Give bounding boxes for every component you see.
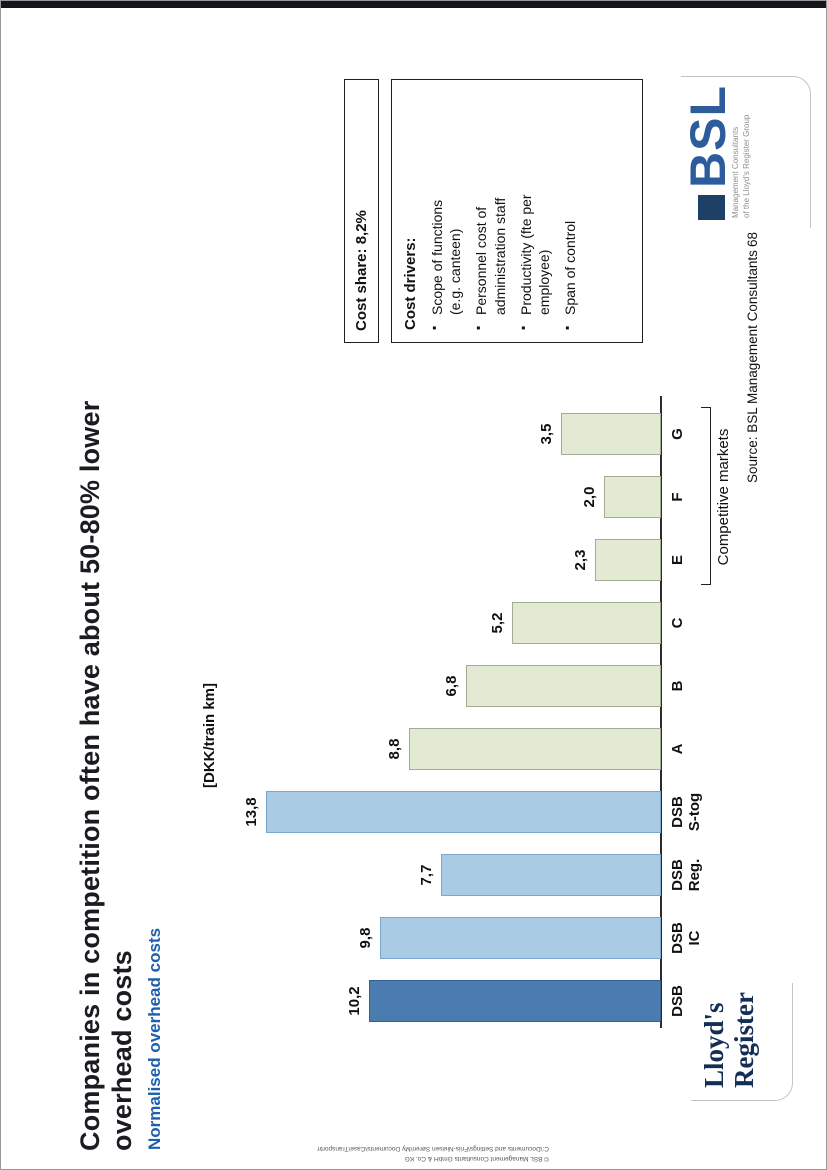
competitive-markets-bracket xyxy=(701,407,711,585)
footer-file-path: © BSL Management Consultants GmbH & Co. … xyxy=(317,1142,549,1163)
bar-value-label: 8,8 xyxy=(386,738,403,760)
bar xyxy=(369,980,661,1022)
bar xyxy=(561,413,661,455)
cost-drivers-list: Scope of functions (e.g. canteen) Person… xyxy=(428,92,579,330)
bar-value-label: 6,8 xyxy=(443,675,460,697)
bar xyxy=(380,917,661,959)
bar xyxy=(604,476,661,518)
bar xyxy=(441,854,661,896)
cost-share-box: Cost share: 8,2% xyxy=(344,79,379,343)
bar-category-label: F xyxy=(669,492,686,502)
bar-category-label: G xyxy=(669,428,686,440)
lloyds-logo-line: Lloyd's xyxy=(699,1002,729,1088)
bar-value-label: 2,3 xyxy=(572,549,589,571)
competitive-markets-label: Competitive markets xyxy=(715,428,732,566)
bsl-logo-subline: of the Lloyd's Register Group xyxy=(742,114,752,218)
footer-path-line: C:\Documents and Settings\Friis-Nielsen … xyxy=(317,1144,549,1152)
cost-driver-item: Span of control xyxy=(561,92,579,330)
bar xyxy=(409,728,661,770)
page-number: 68 xyxy=(745,231,760,247)
lloyds-register-logo: Lloyd's Register xyxy=(691,983,793,1101)
bar-category-label: DSB xyxy=(669,985,686,1017)
bar-value-label: 2,0 xyxy=(581,486,598,508)
bsl-logo-row: BSL xyxy=(680,85,736,220)
lloyds-logo-line: Register xyxy=(729,992,760,1088)
bar xyxy=(512,602,661,644)
bar-category-label: B xyxy=(669,680,686,692)
bar xyxy=(595,539,661,581)
bar xyxy=(466,665,661,707)
cost-driver-item: Personnel cost of administration staff xyxy=(472,92,508,330)
bar-value-label: 7,7 xyxy=(418,864,435,886)
page-top-edge xyxy=(1,1,826,8)
bar-category-label: DSB S-tog xyxy=(669,792,703,832)
bar-value-label: 9,8 xyxy=(357,927,374,949)
bsl-square-icon xyxy=(697,195,725,220)
bar-category-label: E xyxy=(669,555,686,566)
bsl-logo-text: BSL xyxy=(680,85,736,188)
bar-value-label: 13,8 xyxy=(243,797,260,827)
source-note: Source: BSL Management Consultants xyxy=(745,250,760,483)
cost-driver-item: Productivity (fte per employee) xyxy=(517,92,553,330)
bar-category-label: C xyxy=(669,617,686,629)
bar-value-label: 10,2 xyxy=(346,986,363,1016)
bar-category-label: A xyxy=(669,743,686,755)
cost-share-label: Cost share: 8,2% xyxy=(353,210,370,331)
cost-drivers-title: Cost drivers: xyxy=(402,237,419,330)
footer-copyright-line: © BSL Management Consultants GmbH & Co. … xyxy=(404,1155,549,1162)
bar xyxy=(266,791,661,833)
bar-value-label: 3,5 xyxy=(538,423,555,445)
cost-drivers-box: Cost drivers: Scope of functions (e.g. c… xyxy=(391,79,643,343)
cost-driver-item: Scope of functions (e.g. canteen) xyxy=(428,92,464,330)
bsl-logo: BSL Management Consultants of the Lloyd'… xyxy=(680,76,811,228)
bar-category-label: DSB Reg. xyxy=(669,858,703,892)
bar-category-label: DSB IC xyxy=(669,922,703,954)
bar-value-label: 5,2 xyxy=(489,612,506,634)
